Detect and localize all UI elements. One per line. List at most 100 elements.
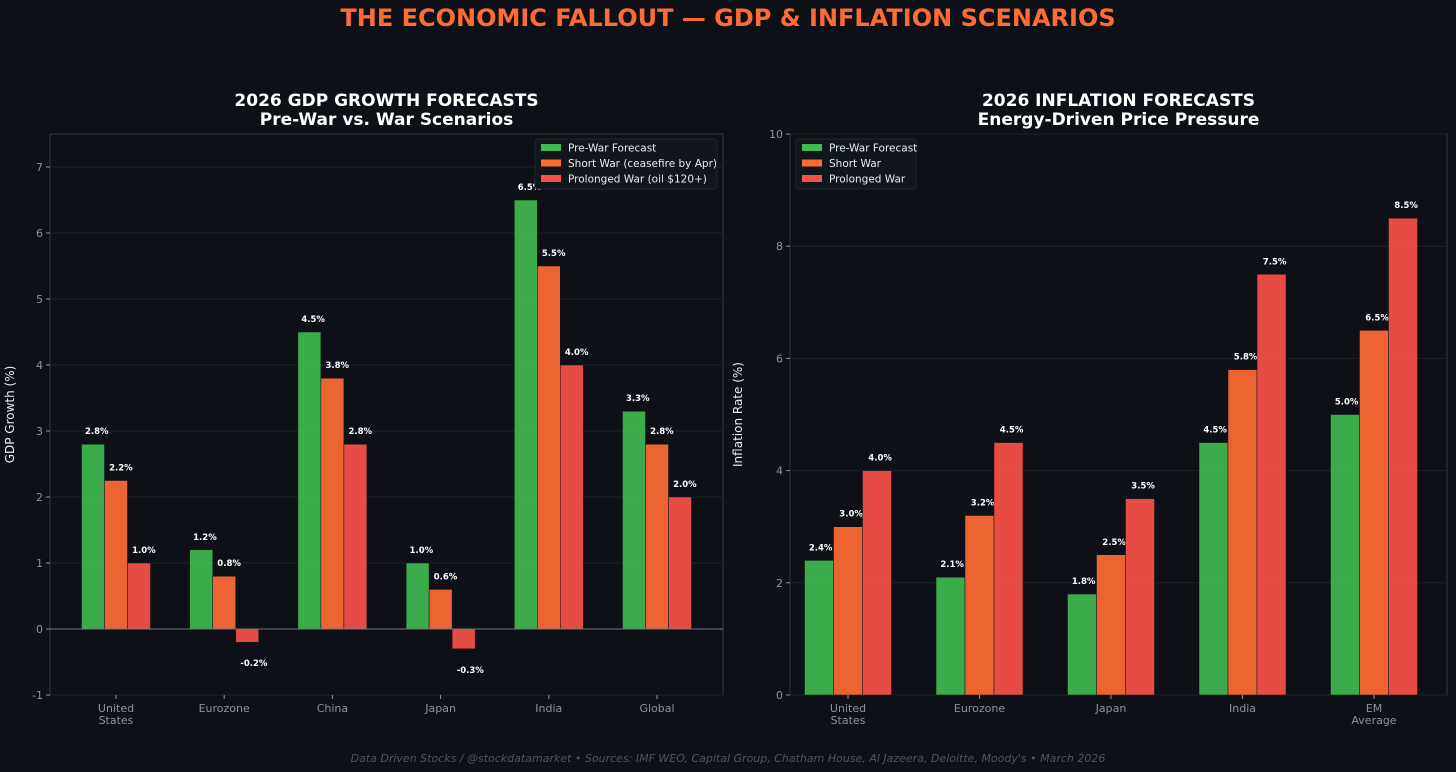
bar bbox=[1359, 330, 1389, 696]
x-tick-label: Eurozone bbox=[199, 702, 250, 715]
legend-box bbox=[795, 138, 917, 190]
bar bbox=[668, 496, 692, 630]
y-tick-label: 2 bbox=[36, 491, 43, 504]
x-tick-label: States bbox=[831, 714, 866, 727]
bar bbox=[127, 562, 151, 630]
y-tick-label: 2 bbox=[776, 577, 783, 590]
data-label: 3.5% bbox=[1131, 482, 1155, 492]
bar bbox=[104, 480, 128, 630]
main-title: THE ECONOMIC FALLOUT — GDP & INFLATION S… bbox=[340, 4, 1116, 32]
legend-label: Prolonged War (oil $120+) bbox=[568, 174, 707, 186]
bar bbox=[343, 443, 368, 630]
data-label: 5.5% bbox=[542, 249, 566, 259]
data-label: 4.5% bbox=[301, 315, 325, 325]
chart-subtitle: Energy-Driven Price Pressure bbox=[978, 110, 1260, 130]
bar bbox=[833, 526, 863, 696]
bar bbox=[537, 265, 561, 630]
x-tick-label: Global bbox=[639, 702, 674, 715]
data-label: 2.8% bbox=[349, 427, 373, 437]
x-tick-label: India bbox=[535, 702, 562, 715]
y-tick-label: 8 bbox=[776, 240, 783, 253]
footer-credits: Data Driven Stocks / @stockdatamarket • … bbox=[350, 752, 1106, 765]
bar bbox=[1198, 442, 1229, 696]
x-tick-label: China bbox=[317, 702, 348, 715]
bar bbox=[645, 443, 669, 630]
data-label: 5.8% bbox=[1234, 353, 1258, 363]
data-label: 2.2% bbox=[109, 464, 133, 474]
legend-label: Pre-War Forecast bbox=[829, 143, 917, 155]
data-label: 4.0% bbox=[565, 348, 589, 358]
bar bbox=[297, 331, 322, 630]
data-label: 8.5% bbox=[1394, 201, 1418, 211]
chart-subtitle: Pre-War vs. War Scenarios bbox=[260, 110, 514, 130]
bar bbox=[1096, 554, 1126, 696]
bar bbox=[1330, 414, 1360, 696]
x-tick-label: United bbox=[830, 702, 866, 715]
data-label: 0.8% bbox=[217, 559, 241, 569]
y-tick-label: 4 bbox=[776, 465, 783, 478]
chart-title: 2026 INFLATION FORECASTS bbox=[982, 91, 1255, 111]
y-tick-label: 5 bbox=[36, 293, 43, 306]
data-label: 2.8% bbox=[85, 427, 109, 437]
bar bbox=[428, 589, 453, 630]
plot-area bbox=[49, 133, 724, 696]
data-label: 6.5% bbox=[1365, 313, 1389, 323]
data-label: 2.5% bbox=[1102, 538, 1126, 548]
legend-box bbox=[534, 138, 718, 190]
data-label: 3.2% bbox=[971, 498, 995, 508]
x-tick-label: Japan bbox=[1095, 702, 1127, 715]
bar bbox=[1067, 593, 1097, 696]
x-tick-label: EM bbox=[1366, 702, 1382, 715]
y-tick-label: 0 bbox=[776, 689, 783, 702]
legend-swatch bbox=[541, 159, 561, 167]
legend-swatch bbox=[802, 175, 822, 182]
bar bbox=[451, 628, 476, 650]
bar bbox=[189, 549, 213, 630]
data-label: -0.3% bbox=[457, 666, 485, 676]
data-label: 1.0% bbox=[132, 546, 156, 556]
data-label: 0.6% bbox=[434, 572, 458, 582]
y-tick-label: 4 bbox=[36, 359, 43, 372]
legend: Pre-War Forecast Short War (ceasefire by … bbox=[534, 138, 718, 190]
bar bbox=[1388, 217, 1418, 696]
data-label: 2.4% bbox=[809, 543, 833, 553]
bar bbox=[1125, 498, 1155, 696]
y-tick-label: 0 bbox=[36, 623, 43, 636]
legend-swatch bbox=[541, 144, 561, 151]
y-tick-label: 6 bbox=[36, 227, 43, 240]
data-label: 4.5% bbox=[1203, 426, 1227, 436]
bar bbox=[993, 442, 1024, 696]
x-tick-label: States bbox=[99, 714, 134, 727]
data-label: 7.5% bbox=[1263, 257, 1287, 267]
legend-swatch bbox=[541, 175, 561, 182]
bar bbox=[212, 575, 236, 630]
bar bbox=[405, 562, 430, 630]
legend-label: Prolonged War bbox=[829, 174, 906, 186]
bar bbox=[804, 560, 834, 696]
bar bbox=[235, 628, 259, 643]
data-label: 2.0% bbox=[673, 480, 697, 490]
x-tick-label: Japan bbox=[424, 702, 456, 715]
y-tick-label: 7 bbox=[36, 161, 43, 174]
data-label: 3.3% bbox=[626, 394, 650, 404]
y-tick-label: 1 bbox=[36, 557, 43, 570]
data-label: 1.2% bbox=[193, 533, 217, 543]
y-tick-label: 6 bbox=[776, 352, 783, 365]
bar bbox=[560, 364, 584, 630]
data-label: 2.8% bbox=[650, 427, 674, 437]
x-tick-label: Eurozone bbox=[954, 702, 1005, 715]
y-axis-label: Inflation Rate (%) bbox=[731, 362, 745, 467]
y-tick-label: 3 bbox=[36, 425, 43, 438]
legend-swatch bbox=[802, 144, 822, 151]
bar bbox=[514, 199, 538, 630]
bar bbox=[320, 377, 345, 630]
x-tick-label: Average bbox=[1351, 714, 1396, 727]
data-label: -0.2% bbox=[240, 659, 268, 669]
data-label: 2.1% bbox=[940, 560, 964, 570]
bar bbox=[935, 576, 966, 696]
legend-label: Short War (ceasefire by Apr) bbox=[568, 158, 717, 170]
data-label: 5.0% bbox=[1335, 398, 1359, 408]
